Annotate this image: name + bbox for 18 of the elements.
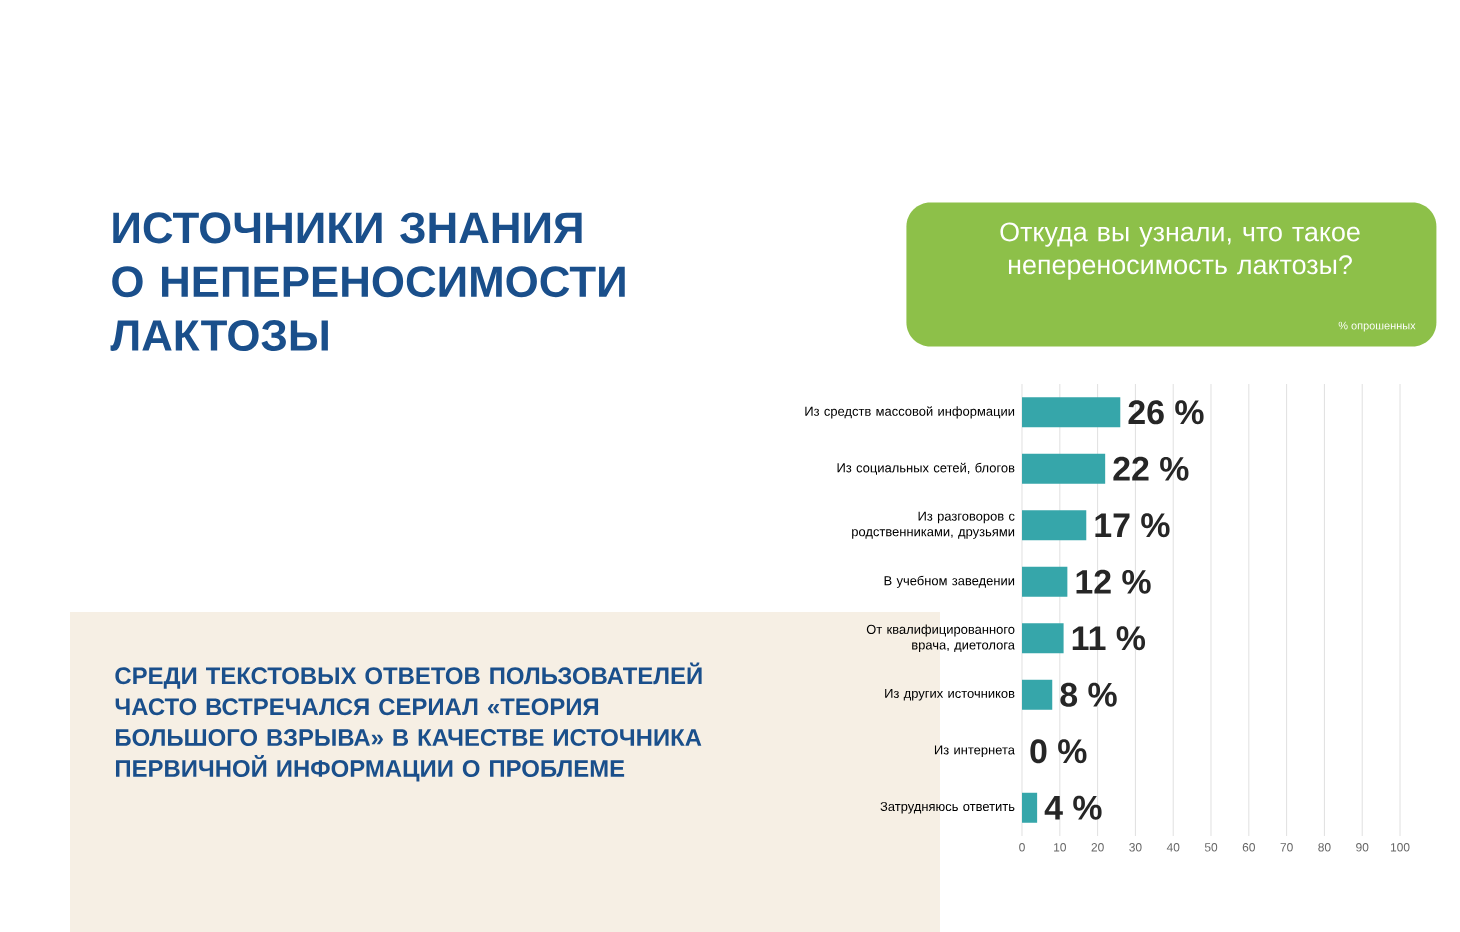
bar	[1022, 623, 1064, 654]
bar	[1022, 566, 1068, 597]
bar	[1022, 792, 1038, 823]
bar	[1022, 510, 1087, 541]
text: СРЕДИ ТЕКСТОВЫХ ОТВЕТОВ ПОЛЬЗОВАТЕЛЕЙ ЧАСТО ВСТРЕЧАЛСЯ СЕРИАЛ «ТЕОРИЯ БОЛЬШОГО ВЗРЫВА» В КАЧЕСТВЕ ИСТОЧНИКА ПЕРВИЧНОЙ ИНФОРМАЦИИ О ПРОБЛЕМЕ	[115, 662, 702, 782]
data-label: 0 %	[1030, 739, 1087, 764]
data-label: 17 %	[1095, 513, 1170, 538]
bar	[1022, 679, 1053, 710]
chart-subtitle: Откуда вы узнали, что такое непереносимость лактозы?	[1000, 222, 1360, 280]
bar	[1022, 397, 1121, 428]
bar	[1022, 453, 1106, 484]
data-label: 8 %	[1060, 682, 1117, 707]
text: ИСТОЧНИКИ ЗНАНИЯ О НЕПЕРЕНОСИМОСТИ ЛАКТОЗЫ	[110, 212, 625, 352]
data-label: 4 %	[1044, 795, 1102, 820]
data-label: 22 %	[1113, 456, 1189, 481]
data-label: 12 %	[1076, 569, 1151, 594]
data-label: 11 %	[1072, 626, 1146, 651]
data-label: 26 %	[1128, 400, 1204, 425]
